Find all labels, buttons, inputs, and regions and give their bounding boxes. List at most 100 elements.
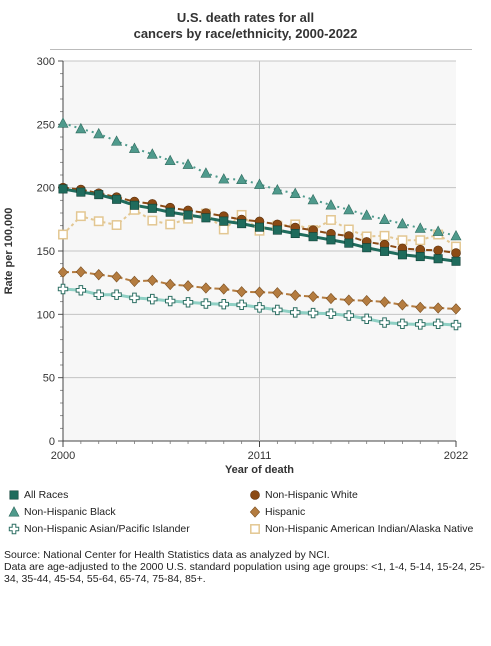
data-point: [111, 271, 122, 283]
y-tick-label-50: 50: [43, 373, 55, 385]
data-point: [380, 246, 390, 256]
legend-label: Non-Hispanic White: [265, 489, 358, 501]
data-point: [307, 290, 319, 303]
data-point: [147, 274, 158, 287]
data-point: [236, 286, 247, 298]
chart-title-line1: U.S. death rates for all: [176, 10, 315, 25]
y-axis-label: Rate per 100,000: [3, 208, 15, 295]
data-point: [414, 222, 426, 233]
data-point: [218, 224, 229, 235]
data-point: [325, 308, 337, 319]
data-point: [254, 286, 265, 298]
data-point: [326, 215, 336, 225]
data-point: [57, 266, 69, 278]
data-point: [397, 318, 408, 330]
data-point: [200, 298, 212, 309]
data-point: [433, 254, 443, 264]
data-point: [218, 299, 229, 310]
data-point: [129, 292, 140, 304]
data-point: [165, 278, 176, 291]
data-point: [182, 280, 194, 292]
legend-marker: [8, 523, 20, 535]
data-point: [415, 252, 425, 262]
data-point: [379, 317, 390, 328]
legend-item-non-hispanic-american-indian-alaska-native: Non-Hispanic American Indian/Alaska Nati…: [249, 523, 473, 535]
data-point: [307, 193, 319, 205]
x-tick-label-2011: 2011: [248, 450, 272, 462]
data-point: [272, 287, 283, 299]
data-point: [93, 289, 104, 300]
data-point: [75, 266, 86, 278]
circle-marker-icon: [250, 490, 260, 500]
data-point: [432, 225, 444, 236]
data-point: [93, 269, 104, 281]
data-point: [433, 302, 444, 314]
square-marker-icon: [9, 490, 19, 500]
data-point: [58, 229, 68, 240]
data-point: [272, 304, 283, 316]
data-point: [58, 184, 68, 194]
data-point: [111, 220, 122, 230]
data-point: [326, 235, 336, 245]
title-divider: [50, 49, 472, 50]
chart-title-line2: cancers by race/ethnicity, 2000-2022: [133, 26, 358, 41]
data-point: [129, 275, 140, 288]
legend-label: Non-Hispanic Black: [24, 506, 116, 518]
data-point: [219, 216, 229, 226]
source-note: Source: National Center for Health Stati…: [4, 549, 486, 585]
data-point: [75, 211, 86, 222]
data-point: [397, 250, 407, 260]
data-point: [432, 318, 444, 330]
data-point: [379, 230, 390, 241]
data-point: [236, 173, 248, 185]
legend-label: Non-Hispanic American Indian/Alaska Nati…: [265, 523, 474, 535]
data-point: [344, 238, 354, 248]
data-point: [361, 295, 372, 307]
data-point: [218, 283, 229, 295]
legend-item-non-hispanic-white: Non-Hispanic White: [249, 489, 358, 501]
x-tick-label-2022: 2022: [444, 450, 468, 462]
legend-marker: [250, 490, 260, 500]
legend-item-all-races: All Races: [8, 489, 68, 501]
data-point: [111, 289, 122, 300]
data-point: [450, 319, 462, 331]
data-point: [254, 178, 265, 189]
data-point: [272, 225, 282, 235]
legend-marker: [8, 506, 20, 517]
data-point: [271, 183, 283, 195]
data-point: [308, 232, 318, 242]
y-tick-label-200: 200: [37, 183, 55, 195]
data-point: [57, 117, 69, 128]
data-point: [343, 310, 355, 321]
y-tick-label-300: 300: [37, 56, 55, 68]
legend-item-hispanic: Hispanic: [249, 506, 305, 518]
age-adjustment-note: Data are age-adjusted to the 2000 U.S. s…: [4, 561, 485, 585]
data-point: [451, 248, 461, 258]
data-point: [397, 235, 408, 246]
data-point: [165, 219, 176, 230]
y-tick-label-100: 100: [37, 309, 55, 321]
data-point: [112, 194, 122, 204]
data-point: [290, 307, 301, 318]
data-point: [200, 282, 212, 294]
data-point: [164, 154, 176, 166]
data-point: [76, 187, 86, 197]
data-point: [396, 217, 408, 229]
diamond-marker-icon: [249, 506, 261, 518]
data-point: [450, 229, 462, 241]
data-point: [146, 148, 158, 159]
data-point: [164, 295, 176, 307]
data-point: [361, 209, 373, 220]
legend-marker: [249, 506, 261, 518]
series-markers-hispanic: [57, 266, 462, 315]
data-point: [415, 235, 426, 246]
data-point: [290, 229, 300, 239]
legend-label: Non-Hispanic Asian/Pacific Islander: [24, 523, 190, 535]
data-point: [361, 313, 372, 324]
series-markers-non-hispanic-asian-pacific-islander: [57, 283, 462, 331]
data-point: [147, 293, 158, 305]
y-tick-label-0: 0: [49, 436, 55, 448]
line-chart: 0 50 100 150 200 250 300 2000 2011 2022 Year of de…: [3, 56, 468, 476]
data-point: [451, 256, 461, 266]
data-point: [307, 307, 319, 319]
